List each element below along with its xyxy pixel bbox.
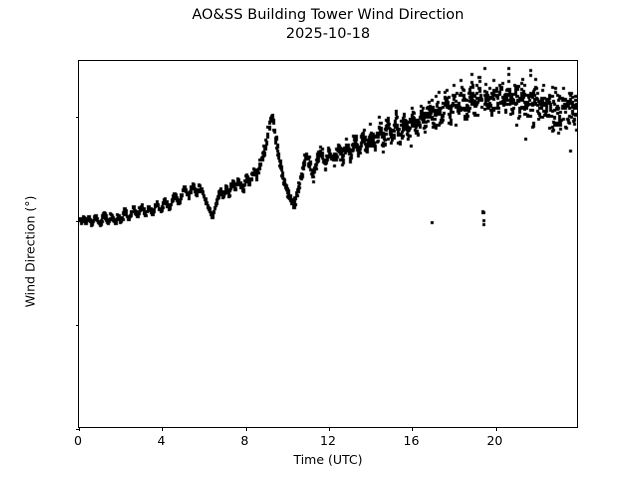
plot-area [75, 60, 578, 431]
x-tick-mark [495, 427, 497, 431]
y-tick-mark [75, 324, 79, 326]
scatter-series-canvas [79, 61, 577, 427]
x-tick-label: 8 [240, 433, 249, 448]
x-tick-mark [162, 427, 164, 431]
chart-subtitle: 2025-10-18 [285, 26, 371, 42]
y-tick-mark [75, 429, 79, 431]
y-axis-label: Wind Direction (°) [22, 195, 38, 308]
y-tick-mark [75, 220, 79, 222]
x-axis-label: Time (UTC) [293, 452, 363, 467]
x-tick-mark [412, 427, 414, 431]
x-tick-mark [329, 427, 331, 431]
axis-tick-layer [75, 61, 577, 431]
chart-title: AO&SS Building Tower Wind Direction [191, 7, 464, 23]
chart-title-block: AO&SS Building Tower Wind Direction 2025… [78, 6, 578, 44]
x-tick-mark [245, 427, 247, 431]
x-tick-label: 12 [320, 433, 336, 448]
x-tick-label: 20 [486, 433, 503, 448]
y-tick-mark [75, 116, 79, 118]
x-tick-label: 4 [157, 433, 166, 448]
x-tick-label: 0 [74, 433, 82, 448]
x-tick-mark [79, 427, 81, 431]
x-tick-label: 16 [403, 433, 420, 448]
